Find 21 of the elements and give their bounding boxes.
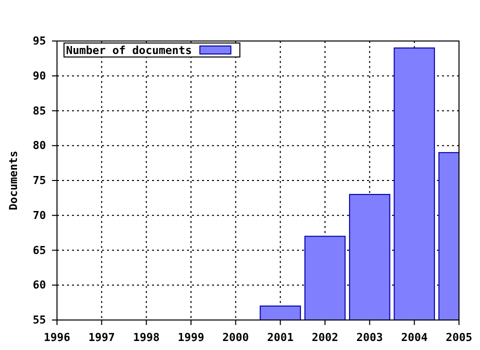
y-tick-label: 70 [32, 208, 46, 222]
y-tick-label: 75 [32, 174, 46, 188]
y-tick-label: 60 [32, 278, 46, 292]
x-tick-label: 2000 [222, 330, 249, 344]
legend-label: Number of documents [66, 44, 192, 57]
y-tick-label: 80 [32, 139, 46, 152]
x-tick-label: 2001 [267, 330, 294, 344]
x-tick-label: 1997 [88, 330, 115, 344]
y-tick-label: 85 [32, 104, 46, 118]
y-axis-title: Documents [7, 150, 20, 210]
x-tick-label: 1996 [44, 330, 71, 344]
x-tick-label: 2004 [401, 330, 428, 344]
x-tick-label: 2003 [356, 330, 383, 344]
x-tick-label: 1999 [178, 330, 204, 344]
x-tick-label: 2002 [312, 330, 338, 344]
y-tick-label: 90 [32, 69, 46, 82]
x-tick-label: 2005 [446, 330, 472, 344]
y-tick-label: 95 [32, 34, 46, 48]
y-tick-label: 55 [32, 314, 46, 327]
y-tick-label: 65 [32, 244, 46, 257]
x-tick-label: 1998 [133, 330, 160, 344]
